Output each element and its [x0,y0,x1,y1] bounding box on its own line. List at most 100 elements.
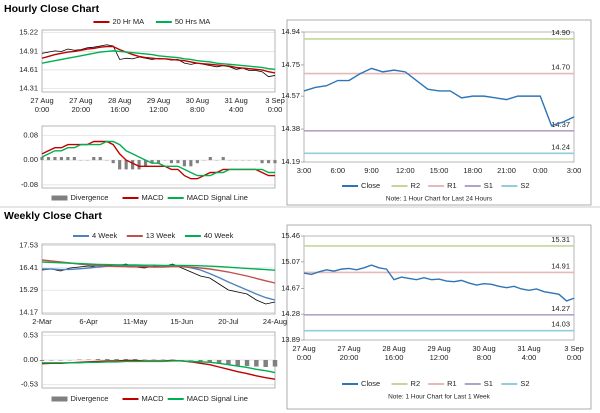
level-label: 14.24 [551,142,570,151]
y-tick-label: 14.31 [19,83,38,92]
level-label: 14.37 [551,120,570,129]
divergence-bar [123,359,129,360]
plot-frame [41,29,276,93]
divergence-bar [263,360,268,367]
series-line [41,140,275,177]
series-line [42,360,276,374]
x-tick-label: 31 Aug [224,96,247,105]
legend-label: S2 [520,379,529,388]
x-tick-label: 18:00 [463,166,482,175]
divergence-bar [272,360,278,367]
x-tick-label: 24-Aug [263,317,287,326]
divergence-bar [195,160,199,164]
legend-label: 13 Week [146,231,176,240]
level-label: 14.90 [551,28,570,37]
x-tick-label: 3:00 [567,166,582,175]
divergence-bar [266,160,271,164]
x-tick-label: 6:00 [330,166,345,175]
legend-label: Close [361,181,380,190]
y-tick-label: 14.75 [281,60,300,69]
x-tick-label: 4:00 [229,105,244,114]
divergence-bar [114,359,119,360]
legend-label: S1 [484,379,493,388]
level-label: 14.27 [551,304,570,313]
y-tick-label: 0.00 [23,355,38,364]
y-tick-label: 15.07 [281,257,300,266]
y-tick-label: 15.22 [19,27,38,36]
divergence-bar [131,160,135,170]
y-tick-label: 14.91 [19,46,38,55]
y-tick-label: 14.61 [19,65,38,74]
y-tick-label: 13.89 [281,335,300,344]
divergence-bar [169,160,174,164]
divergence-bar [111,160,115,164]
x-tick-label: 0:00 [297,353,312,362]
y-tick-label: 14.28 [281,309,300,318]
section-title: Hourly Close Chart [4,3,100,15]
divergence-bar [176,160,180,164]
y-tick-label: -0.08 [21,180,38,189]
divergence-bar [235,360,240,366]
legend-label: R1 [447,379,457,388]
legend-label: 4 Week [92,231,118,240]
x-tick-label: 27 Aug [30,96,53,105]
divergence-bar [118,160,122,170]
divergence-bar [95,359,101,360]
divergence-bar [143,160,148,167]
y-tick-label: -0.53 [21,380,38,389]
legend-label: 40 Week [204,231,234,240]
divergence-bar [124,160,128,170]
x-tick-label: 21:00 [497,166,516,175]
y-tick-label: 15.46 [281,231,300,240]
divergence-bar [40,157,44,161]
y-tick-label: 14.17 [19,308,38,317]
divergence-bar [137,160,141,170]
x-tick-label: 2-Mar [32,317,52,326]
x-tick-label: 20:00 [340,353,359,362]
divergence-bar [182,160,186,167]
divergence-bar [53,157,57,161]
panel-frame [286,19,592,206]
x-tick-label: 30 Aug [186,96,209,105]
series-line [303,264,575,302]
chart-note: Note: 1 Hour Chart for Last 24 Hours [386,196,493,203]
x-tick-label: 11-May [123,317,148,326]
section-title: Weekly Close Chart [4,210,102,222]
x-tick-label: 3 Sep [265,96,285,105]
y-tick-label: 16.41 [19,263,38,272]
x-tick-label: 6-Apr [79,317,98,326]
x-tick-label: 15:00 [430,166,449,175]
y-tick-label: 0.08 [23,130,38,139]
series-line [41,50,276,70]
y-tick-label: 14.57 [281,91,300,100]
legend-label: Close [361,379,380,388]
divergence-bar [207,360,213,363]
x-tick-label: 28 Aug [108,96,131,105]
legend-label: S1 [484,181,493,190]
legend-swatch [51,396,68,402]
x-tick-label: 8:00 [190,105,205,114]
divergence-bar [150,160,154,164]
legend-label: MACD [142,193,165,202]
x-tick-label: 27 Aug [337,344,360,353]
y-tick-label: 14.94 [281,27,300,36]
x-tick-label: 9:00 [364,166,379,175]
divergence-bar [226,360,231,365]
x-tick-label: 0:00 [533,166,548,175]
x-tick-label: 16:00 [110,105,129,114]
y-tick-label: 15.29 [19,285,38,294]
x-tick-label: 27 Aug [69,96,92,105]
y-tick-label: 0.00 [23,155,38,164]
x-tick-label: 27 Aug [292,344,315,353]
legend-label: R2 [411,379,421,388]
divergence-bar [189,160,193,167]
legend-label: MACD Signal Line [187,394,248,403]
divergence-bar [221,157,225,161]
plot-frame [303,235,575,341]
divergence-bar [132,359,138,360]
divergence-bar [198,360,203,362]
x-tick-label: 0:00 [268,105,283,114]
legend-label: S2 [520,181,529,190]
